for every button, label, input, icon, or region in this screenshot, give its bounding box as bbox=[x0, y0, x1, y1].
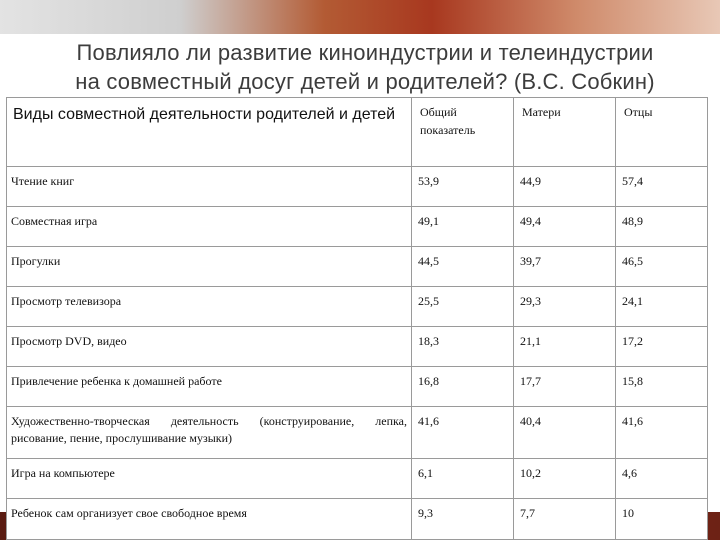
cell-mothers: 29,3 bbox=[513, 286, 616, 327]
cell-total: 9,3 bbox=[411, 498, 514, 540]
cell-fathers: 17,2 bbox=[615, 326, 708, 367]
cell-activity: Художественно-творческая деятельность (к… bbox=[6, 406, 412, 459]
table-row: Прогулки 44,5 39,7 46,5 bbox=[6, 246, 708, 287]
cell-mothers: 49,4 bbox=[513, 206, 616, 247]
table-row: Художественно-творческая деятельность (к… bbox=[6, 406, 708, 459]
header-total: Общий показатель bbox=[411, 97, 514, 167]
slide-title-line-1: Повлияло ли развитие киноиндустрии и тел… bbox=[76, 40, 654, 65]
table-row: Привлечение ребенка к домашней работе 16… bbox=[6, 366, 708, 407]
cell-total: 41,6 bbox=[411, 406, 514, 459]
cell-mothers: 10,2 bbox=[513, 458, 616, 499]
cell-fathers: 46,5 bbox=[615, 246, 708, 287]
cell-fathers: 41,6 bbox=[615, 406, 708, 459]
cell-mothers: 7,7 bbox=[513, 498, 616, 540]
cell-activity: Ребенок сам организует свое свободное вр… bbox=[6, 498, 412, 540]
header-fathers: Отцы bbox=[615, 97, 708, 167]
cell-mothers: 21,1 bbox=[513, 326, 616, 367]
cell-total: 44,5 bbox=[411, 246, 514, 287]
table-row: Просмотр DVD, видео 18,3 21,1 17,2 bbox=[6, 326, 708, 367]
cell-activity: Совместная игра bbox=[6, 206, 412, 247]
table-row: Игра на компьютере 6,1 10,2 4,6 bbox=[6, 458, 708, 499]
cell-total: 18,3 bbox=[411, 326, 514, 367]
table-row: Совместная игра 49,1 49,4 48,9 bbox=[6, 206, 708, 247]
slide-title-line-2: на совместный досуг детей и родителей? (… bbox=[75, 69, 655, 94]
cell-activity: Игра на компьютере bbox=[6, 458, 412, 499]
cell-mothers: 44,9 bbox=[513, 166, 616, 207]
leisure-table: Виды совместной деятельности родителей и… bbox=[6, 97, 708, 540]
header-activity-type: Виды совместной деятельности родителей и… bbox=[6, 97, 412, 167]
cell-total: 6,1 bbox=[411, 458, 514, 499]
cell-activity: Прогулки bbox=[6, 246, 412, 287]
cell-mothers: 40,4 bbox=[513, 406, 616, 459]
slide-title: Повлияло ли развитие киноиндустрии и тел… bbox=[20, 38, 710, 96]
cell-fathers: 48,9 bbox=[615, 206, 708, 247]
cell-activity: Просмотр DVD, видео bbox=[6, 326, 412, 367]
table-row: Просмотр телевизора 25,5 29,3 24,1 bbox=[6, 286, 708, 327]
table-header-row: Виды совместной деятельности родителей и… bbox=[6, 97, 708, 167]
table-row: Чтение книг 53,9 44,9 57,4 bbox=[6, 166, 708, 207]
cell-total: 16,8 bbox=[411, 366, 514, 407]
table-row: Ребенок сам организует свое свободное вр… bbox=[6, 498, 708, 540]
cell-fathers: 10 bbox=[615, 498, 708, 540]
cell-mothers: 17,7 bbox=[513, 366, 616, 407]
cell-mothers: 39,7 bbox=[513, 246, 616, 287]
cell-fathers: 57,4 bbox=[615, 166, 708, 207]
cell-total: 53,9 bbox=[411, 166, 514, 207]
leisure-table-container: Виды совместной деятельности родителей и… bbox=[6, 97, 708, 540]
cell-activity: Чтение книг bbox=[6, 166, 412, 207]
cell-total: 49,1 bbox=[411, 206, 514, 247]
top-decor-bar bbox=[0, 0, 720, 34]
header-mothers: Матери bbox=[513, 97, 616, 167]
cell-fathers: 24,1 bbox=[615, 286, 708, 327]
cell-fathers: 4,6 bbox=[615, 458, 708, 499]
cell-activity: Привлечение ребенка к домашней работе bbox=[6, 366, 412, 407]
cell-fathers: 15,8 bbox=[615, 366, 708, 407]
cell-total: 25,5 bbox=[411, 286, 514, 327]
cell-activity: Просмотр телевизора bbox=[6, 286, 412, 327]
